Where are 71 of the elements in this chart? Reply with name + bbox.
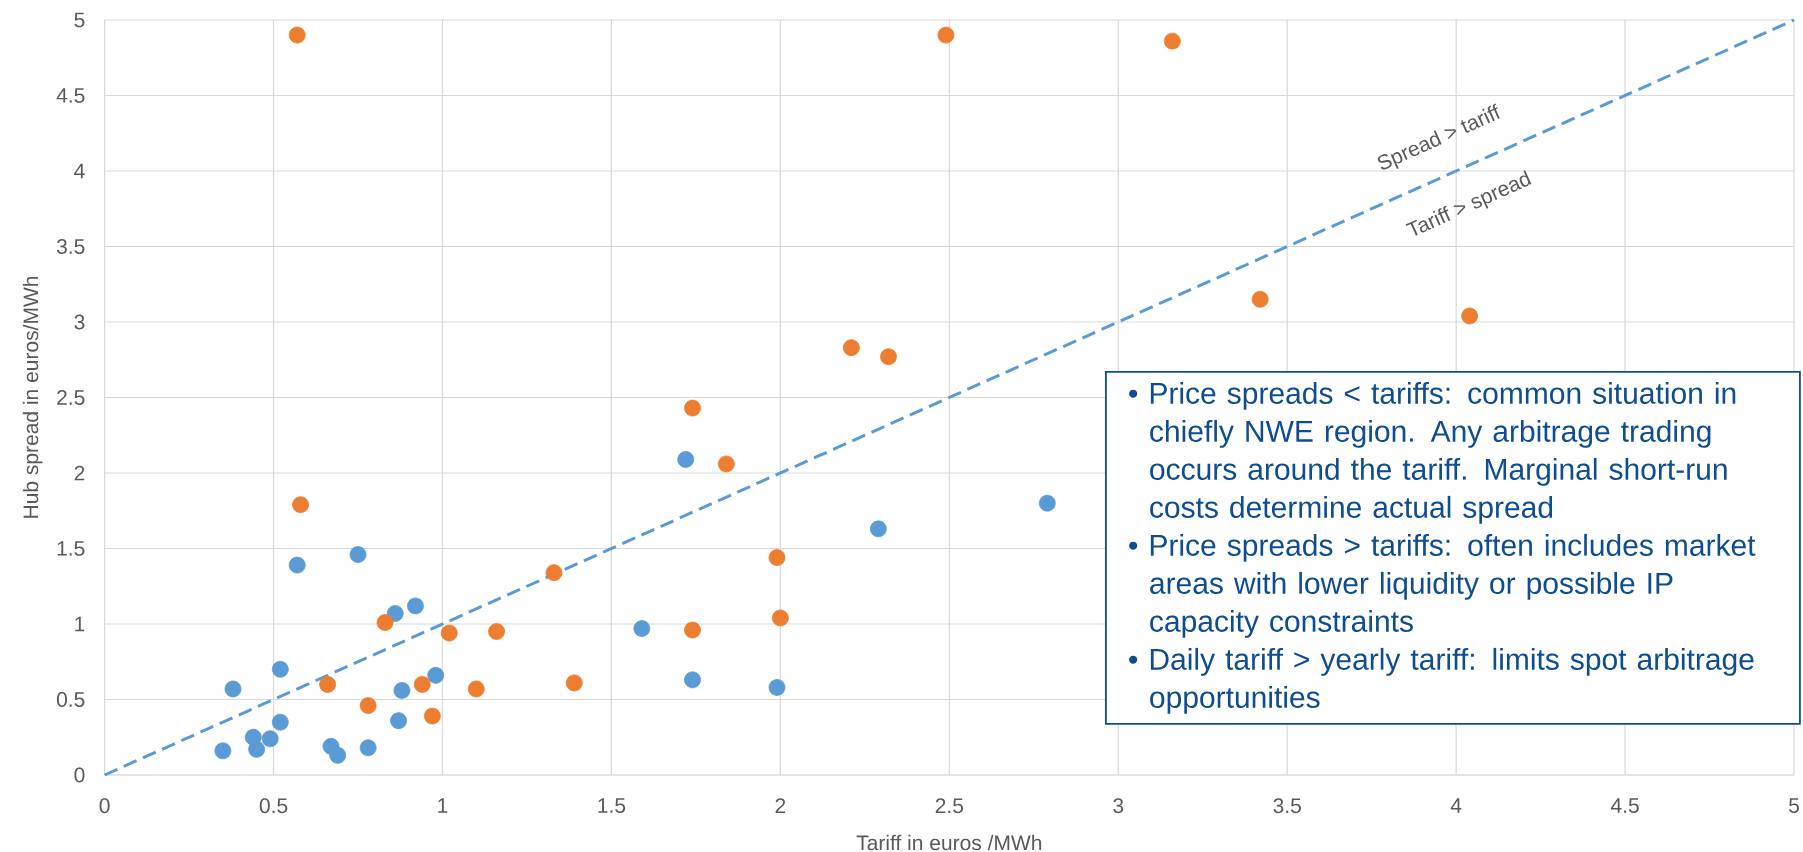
point bbox=[427, 666, 445, 684]
point bbox=[319, 676, 336, 693]
point bbox=[1038, 494, 1056, 512]
y-tick-label: 1.5 bbox=[57, 541, 85, 556]
point bbox=[329, 746, 347, 764]
point bbox=[880, 348, 897, 366]
point bbox=[684, 621, 701, 639]
point bbox=[359, 697, 377, 714]
y-axis-title: Hub spread in euros/MWh bbox=[22, 276, 43, 518]
point bbox=[376, 614, 394, 631]
point bbox=[224, 680, 242, 698]
point bbox=[248, 740, 266, 758]
x-tick-label: 5 bbox=[1789, 798, 1799, 813]
x-tick-label: 3.5 bbox=[1273, 798, 1301, 814]
x-tick-label: 3 bbox=[1113, 798, 1124, 814]
x-tick-label: 1.5 bbox=[598, 798, 626, 813]
point bbox=[869, 520, 887, 538]
point bbox=[386, 605, 404, 622]
point bbox=[288, 556, 306, 574]
y-tick-label: 1 bbox=[75, 616, 85, 632]
point bbox=[467, 680, 485, 698]
point bbox=[1461, 307, 1479, 325]
point bbox=[214, 742, 232, 760]
point bbox=[937, 26, 955, 44]
x-tick-label: 2.5 bbox=[935, 798, 964, 814]
point bbox=[271, 660, 289, 678]
point bbox=[413, 676, 431, 693]
x-tick-label: 0 bbox=[99, 798, 110, 814]
point bbox=[393, 682, 411, 699]
y-tick-label: 3.5 bbox=[56, 239, 85, 254]
point bbox=[271, 713, 289, 731]
y-tick-label: 3 bbox=[74, 314, 85, 330]
annotation: • Price spreads < tariffs: common situation in chiefly NWE region. Any arbitrage trading occurs around the tariff. Marginal short-run costs determine actual spread bbox=[1129, 381, 1736, 524]
point bbox=[842, 339, 860, 357]
point bbox=[440, 624, 458, 642]
annotation: • Daily tariff > yearly tariff: limits spot arbitrage opportunities bbox=[1129, 647, 1754, 714]
y-tick-label: 2.5 bbox=[57, 390, 85, 405]
point bbox=[261, 730, 279, 748]
point bbox=[390, 712, 407, 730]
x-tick-label: 0.5 bbox=[259, 798, 288, 814]
x-tick-label: 1 bbox=[438, 798, 448, 813]
point bbox=[288, 26, 306, 44]
x-tick-label: 4.5 bbox=[1610, 798, 1639, 813]
annotation: • Price spreads > tariffs: often includes market areas with lower liquidity or possible IP capacity constraints bbox=[1129, 533, 1756, 638]
point bbox=[633, 620, 651, 637]
y-tick-label: 0 bbox=[74, 767, 85, 783]
y-tick-label: 4.5 bbox=[56, 88, 85, 103]
point bbox=[684, 399, 701, 417]
x-tick-label: 4 bbox=[1450, 798, 1462, 813]
y-tick-label: 0.5 bbox=[56, 692, 85, 707]
point bbox=[717, 455, 735, 473]
point bbox=[768, 679, 786, 696]
y-tick-label: 5 bbox=[74, 12, 85, 28]
point bbox=[1251, 290, 1269, 308]
point bbox=[771, 609, 789, 627]
x-tick-label: 2 bbox=[775, 798, 786, 813]
point bbox=[768, 549, 786, 566]
point bbox=[349, 546, 367, 563]
point bbox=[684, 671, 701, 689]
point bbox=[407, 597, 424, 615]
y-tick-label: 4 bbox=[74, 163, 85, 179]
point bbox=[565, 674, 583, 692]
point bbox=[423, 707, 441, 725]
point bbox=[1163, 32, 1181, 50]
point bbox=[488, 623, 505, 640]
point bbox=[677, 451, 695, 468]
x-axis-title: Tariff in euros /MWh bbox=[856, 834, 1042, 851]
point bbox=[359, 739, 377, 757]
point bbox=[292, 496, 309, 514]
point bbox=[545, 564, 563, 582]
y-tick-label: 2 bbox=[74, 465, 85, 481]
